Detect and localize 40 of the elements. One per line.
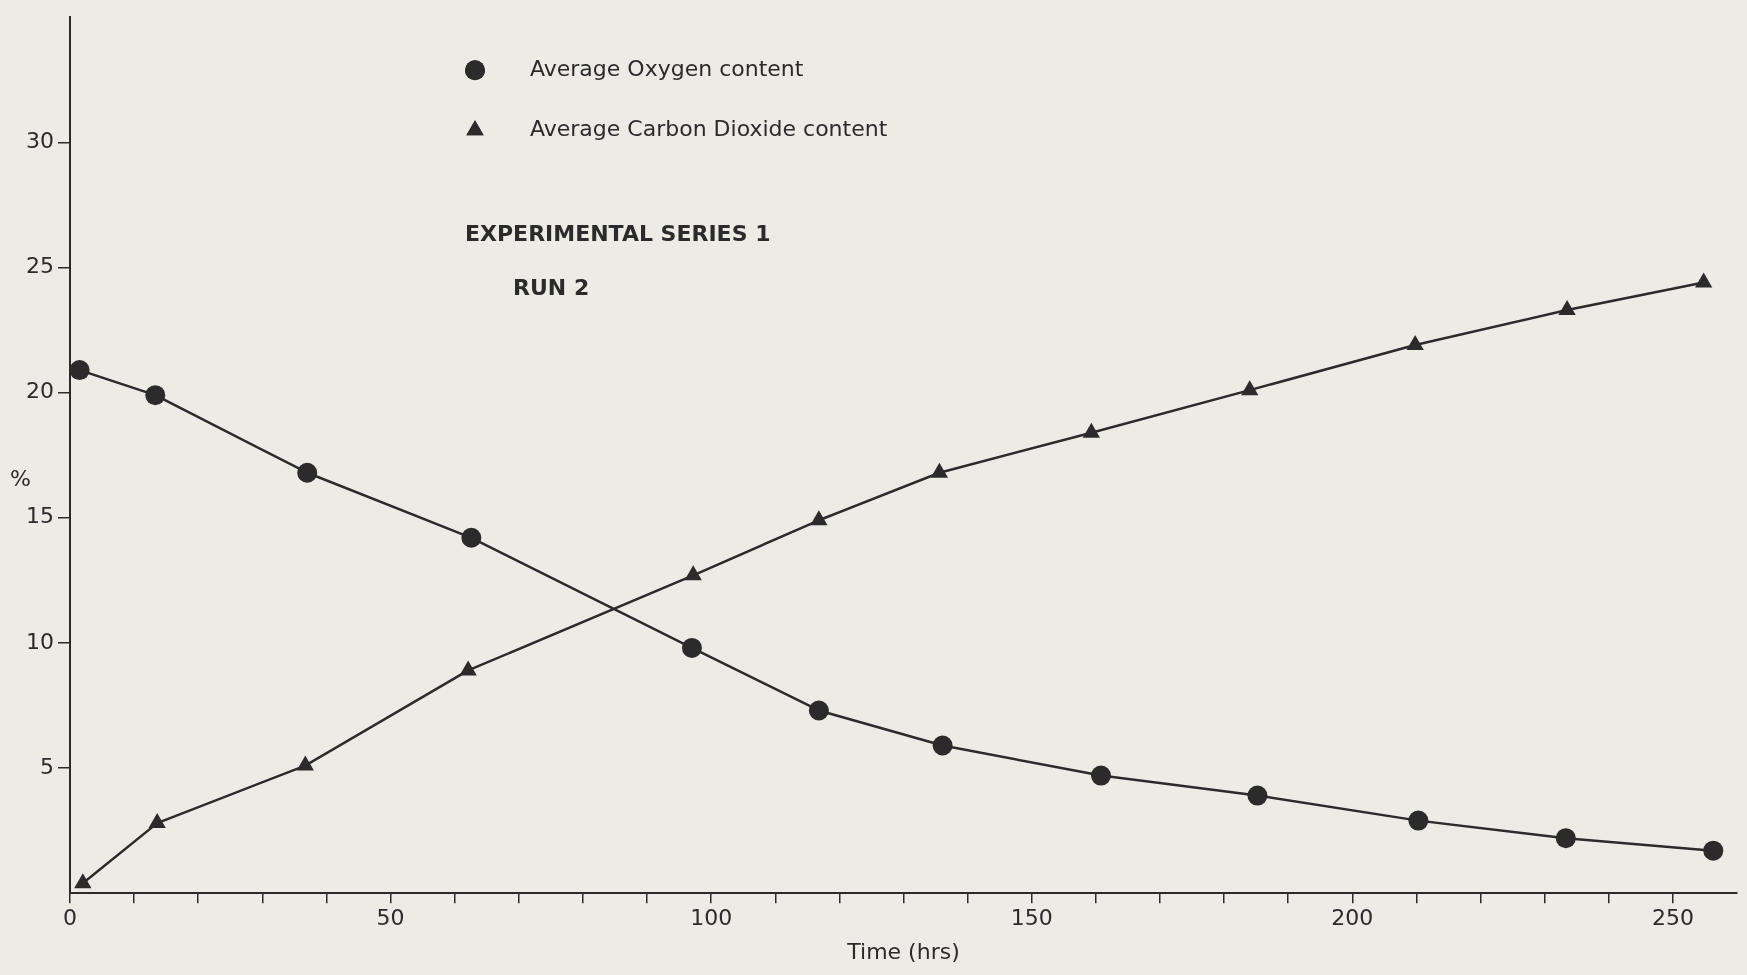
point [1558, 300, 1576, 316]
point [681, 637, 702, 658]
point [1703, 840, 1724, 861]
x-tick-label: 150 [1010, 905, 1053, 931]
y-tick-label: 25 [26, 253, 54, 279]
x-tick-label: 50 [376, 905, 405, 931]
point [1090, 765, 1111, 786]
y-tick-label: 10 [26, 628, 54, 654]
legend-label: Average Oxygen content [530, 55, 804, 81]
point [296, 755, 314, 771]
point [684, 565, 702, 581]
legend-label: Average Carbon Dioxide content [530, 115, 888, 141]
x-tick-label: 100 [690, 905, 733, 931]
annotation: RUN 2 [513, 274, 590, 300]
point [1408, 810, 1429, 831]
point [808, 700, 829, 721]
point [74, 873, 92, 889]
x-axis-title: Time (hrs) [846, 938, 960, 964]
y-axis-title: % [10, 465, 31, 491]
y-tick-label: 30 [26, 128, 54, 154]
point [148, 813, 166, 829]
point [932, 735, 953, 756]
point [459, 660, 477, 676]
point [810, 510, 828, 526]
point [297, 462, 318, 483]
point [1555, 828, 1576, 849]
point [1241, 380, 1259, 396]
point [1082, 422, 1101, 438]
y-tick-label: 5 [40, 753, 54, 779]
y-tick-label: 20 [26, 378, 54, 404]
point [1247, 785, 1268, 806]
point [1695, 272, 1713, 288]
x-tick-label: 250 [1651, 905, 1694, 931]
point [1406, 335, 1424, 351]
annotation: EXPERIMENTAL SERIES 1 [465, 220, 771, 246]
y-tick-label: 15 [26, 503, 54, 529]
point [930, 462, 949, 478]
x-tick-label: 0 [63, 905, 77, 931]
x-tick-label: 200 [1331, 905, 1374, 931]
point [461, 527, 482, 548]
